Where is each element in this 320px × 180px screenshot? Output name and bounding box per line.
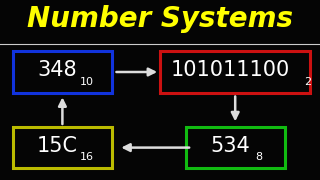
FancyBboxPatch shape — [186, 127, 285, 168]
Text: 101011100: 101011100 — [171, 60, 290, 80]
Text: 15C: 15C — [37, 136, 78, 156]
Text: 348: 348 — [38, 60, 77, 80]
FancyBboxPatch shape — [13, 127, 112, 168]
Text: 534: 534 — [211, 136, 250, 156]
Text: 2: 2 — [304, 77, 311, 87]
Text: Number Systems: Number Systems — [27, 5, 293, 33]
Text: 8: 8 — [256, 152, 263, 163]
FancyBboxPatch shape — [160, 51, 310, 93]
FancyBboxPatch shape — [13, 51, 112, 93]
Text: 10: 10 — [79, 77, 93, 87]
Text: 16: 16 — [79, 152, 93, 163]
